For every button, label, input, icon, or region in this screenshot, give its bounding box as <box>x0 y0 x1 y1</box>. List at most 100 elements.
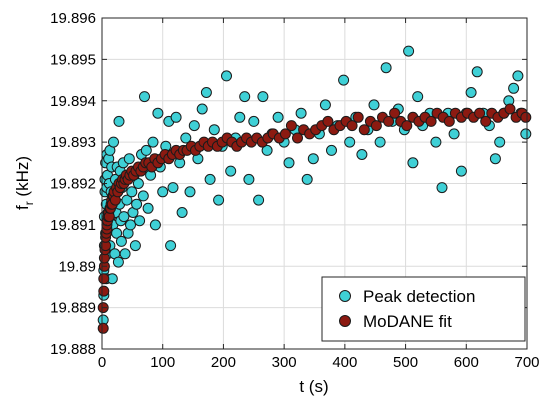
series-0-point-137 <box>512 70 524 82</box>
series-0-point-123 <box>436 182 448 194</box>
series-0-point-103 <box>319 99 331 111</box>
series-0-point-89 <box>243 173 255 185</box>
series-0-point-95 <box>272 111 284 123</box>
series-0-point-82 <box>213 194 225 206</box>
series-0-point-88 <box>239 91 251 103</box>
series-0-point-54 <box>132 178 144 189</box>
legend-label-peak-detection: Peak detection <box>363 287 475 306</box>
series-0-point-106 <box>338 74 350 86</box>
x-tick-label-5: 500 <box>393 354 418 371</box>
series-1-point-91 <box>383 115 395 127</box>
series-0-point-90 <box>248 115 260 127</box>
series-0-point-66 <box>157 186 169 198</box>
x-tick-label-4: 400 <box>332 354 357 371</box>
series-0-point-99 <box>295 107 307 119</box>
series-0-point-104 <box>326 144 337 156</box>
series-0-point-64 <box>152 107 164 119</box>
series-0-point-71 <box>170 111 182 123</box>
series-0-point-62 <box>147 136 159 148</box>
series-0-point-97 <box>283 157 295 169</box>
series-0-point-119 <box>412 91 424 103</box>
y-tick-label-6: 19.894 <box>50 93 96 110</box>
series-0-point-87 <box>234 111 246 123</box>
series-0-point-63 <box>149 219 161 231</box>
series-0-point-26 <box>108 136 119 148</box>
series-0-point-101 <box>307 153 319 165</box>
series-0-point-129 <box>471 66 483 78</box>
series-0-point-34 <box>112 256 124 268</box>
x-axis-label: t (s) <box>299 377 328 396</box>
series-0-point-125 <box>448 128 460 140</box>
series-0-point-47 <box>123 153 135 165</box>
legend-marker-peak-detection <box>339 290 351 302</box>
series-0-point-35 <box>113 115 125 127</box>
series-1-point-2 <box>98 285 110 297</box>
series-1-point-85 <box>346 120 358 132</box>
series-1-point-76 <box>292 132 303 144</box>
x-tick-label-2: 200 <box>211 354 236 371</box>
series-0-point-118 <box>407 157 419 169</box>
series-0-point-75 <box>184 186 196 198</box>
series-0-point-80 <box>204 173 216 185</box>
series-0-point-136 <box>508 82 520 94</box>
series-1-point-89 <box>370 120 382 132</box>
series-0-point-76 <box>188 120 200 132</box>
series-0-point-100 <box>301 173 313 185</box>
legend-box <box>321 276 526 342</box>
series-0-point-107 <box>344 136 356 148</box>
series-0-point-78 <box>196 103 208 115</box>
x-tick-label-0: 0 <box>98 354 106 371</box>
y-tick-label-7: 19.895 <box>50 51 96 68</box>
series-0-point-74 <box>180 132 192 144</box>
series-0-point-79 <box>200 87 212 98</box>
series-1-point-114 <box>520 111 532 123</box>
series-1-point-111 <box>504 103 516 115</box>
y-tick-label-4: 19.892 <box>50 176 96 193</box>
y-tick-label-1: 19.889 <box>50 300 96 317</box>
series-0-point-53 <box>131 198 143 210</box>
ticks <box>101 17 528 350</box>
series-0-point-128 <box>465 87 477 98</box>
series-0-point-52 <box>129 240 141 252</box>
series-0-point-55 <box>134 215 146 227</box>
series-1-point-94 <box>401 120 413 132</box>
series-0-point-48 <box>125 219 136 231</box>
series-0-point-42 <box>118 211 130 223</box>
series-0-point-139 <box>520 128 532 140</box>
series-1-point-74 <box>279 128 291 140</box>
x-tick-label-3: 300 <box>272 354 297 371</box>
series-0-point-112 <box>374 136 386 148</box>
y-tick-label-8: 19.896 <box>50 10 96 27</box>
series-0-point-133 <box>494 136 506 148</box>
series-1-point-0 <box>97 322 109 334</box>
x-tick-label-1: 100 <box>150 354 175 371</box>
series-1-point-81 <box>322 115 334 127</box>
series-1-point-86 <box>352 111 364 123</box>
series-0-point-70 <box>167 182 179 194</box>
series-0-point-60 <box>142 202 154 214</box>
x-tick-label-6: 600 <box>454 354 479 371</box>
series-0-point-85 <box>225 165 237 177</box>
y-tick-label-0: 19.888 <box>50 341 96 358</box>
series-layer <box>97 45 532 334</box>
series-0-point-126 <box>455 165 467 177</box>
series-0-point-43 <box>119 248 131 260</box>
legend-label-modane-fit: MoDANE fit <box>363 312 452 331</box>
series-0-point-45 <box>121 194 133 206</box>
series-0-point-81 <box>208 124 220 136</box>
series-1-point-92 <box>389 107 401 119</box>
series-0-point-109 <box>356 149 368 160</box>
series-0-point-111 <box>368 99 380 111</box>
series-0-point-93 <box>261 144 273 156</box>
series-0-point-84 <box>221 70 232 82</box>
series-0-point-57 <box>137 190 149 202</box>
series-0-point-59 <box>140 144 152 156</box>
series-0-point-58 <box>139 91 150 103</box>
legend-marker-modane-fit <box>339 315 351 327</box>
series-1-point-106 <box>474 107 486 119</box>
series-0-point-91 <box>253 194 265 206</box>
series-0-point-39 <box>115 235 127 247</box>
y-tick-label-2: 19.89 <box>58 258 96 275</box>
tick-labels: 0 100 200 300 400 500 600 70019.88819.88919.891… <box>50 10 539 371</box>
